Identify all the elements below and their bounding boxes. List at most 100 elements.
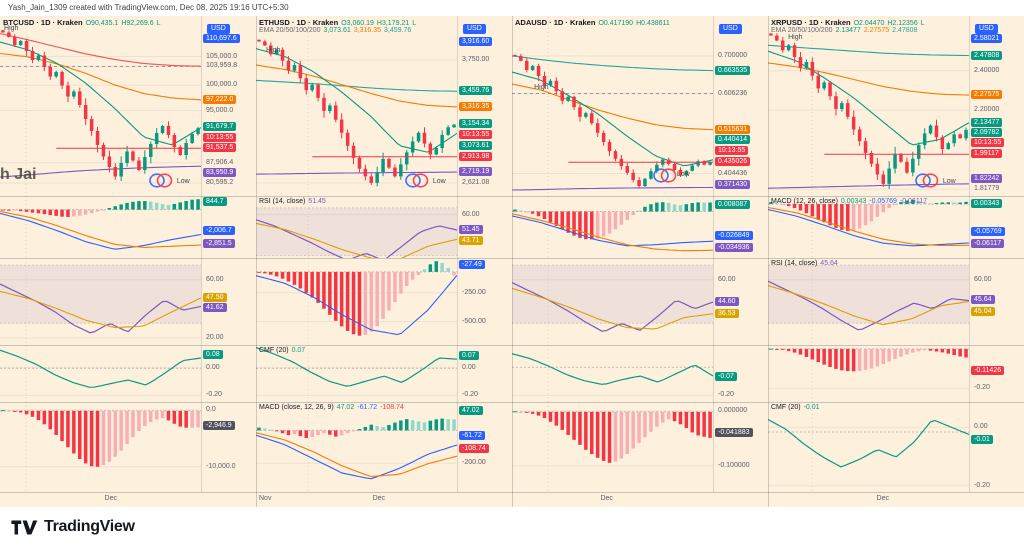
- currency-usd-badge[interactable]: USD: [975, 24, 998, 34]
- btcusd-indicator-pane-3[interactable]: [0, 345, 201, 402]
- axis-label: -0.07: [715, 371, 737, 381]
- pane-separator: [256, 492, 512, 493]
- pane-title: MACD (12, 26, close) 0.00343 -0.05769 -0.06…: [771, 198, 930, 205]
- axis-label: -0.11426: [971, 366, 1005, 376]
- axis-label: 0.663535: [715, 65, 751, 75]
- symbol-title[interactable]: BTCUSD · 1D · Kraken: [3, 18, 83, 27]
- currency-usd-badge[interactable]: USD: [463, 24, 486, 34]
- axis-label: -250.00: [462, 288, 486, 296]
- axis-label: 3,459.76: [459, 86, 493, 96]
- symbol-title[interactable]: ETHUSD · 1D · Kraken: [259, 18, 339, 27]
- axis-label: 60.00: [718, 275, 736, 283]
- currency-usd-badge[interactable]: USD: [207, 24, 230, 34]
- time-axis-label[interactable]: Dec: [600, 495, 613, 502]
- pane-separator: [512, 402, 768, 403]
- ema-legend-label[interactable]: EMA 20/50/100/200: [259, 27, 321, 34]
- axis-label: 10:13:55: [459, 130, 493, 140]
- pane-separator: [0, 196, 256, 197]
- low-marker-label: Low: [942, 178, 956, 185]
- ethusd-indicator-pane-3[interactable]: [256, 345, 457, 402]
- axis-label: -27.49: [459, 259, 485, 269]
- time-axis-label[interactable]: Dec: [876, 495, 889, 502]
- axis-label: 20.00: [206, 334, 224, 342]
- time-axis-label[interactable]: Dec: [372, 495, 386, 502]
- axis-label: 1.82242: [971, 173, 1003, 183]
- tradingview-logo-icon[interactable]: [10, 519, 38, 536]
- axis-label: 87,906.4: [206, 158, 234, 166]
- adausd-price-plot[interactable]: [512, 16, 713, 196]
- pane-separator: [0, 258, 256, 259]
- pane-separator: [256, 196, 512, 197]
- axis-label: 2,719.19: [459, 167, 493, 177]
- xrpusd-price-plot[interactable]: [768, 16, 969, 196]
- axis-label: 1.99117: [971, 149, 1002, 159]
- pane-separator: [0, 492, 256, 493]
- axis-label: -108.74: [459, 443, 489, 453]
- xrpusd-indicator-pane-3[interactable]: [768, 345, 969, 402]
- column-divider: [768, 16, 769, 507]
- pane-separator: [768, 258, 1024, 259]
- time-axis-label[interactable]: Dec: [104, 495, 117, 502]
- pane-title-part: -0.05769: [869, 198, 897, 205]
- axis-label: -2,946.9: [203, 421, 235, 431]
- adausd-indicator-pane-4[interactable]: [512, 402, 713, 492]
- axis-label: 80,595.2: [206, 179, 234, 187]
- axis-label: 0.371430: [715, 180, 751, 190]
- axis-label: -0.20: [974, 481, 990, 489]
- pane-title-part: -0.06117: [899, 198, 927, 205]
- axis-label: 51.45: [459, 225, 483, 235]
- btcusd-legend: BTCUSD · 1D · Kraken O90,435.1 H92,269.6 L: [3, 18, 164, 27]
- axis-label: -0.05769: [971, 226, 1005, 236]
- pane-title-part: 51.45: [308, 198, 326, 205]
- symbol-title[interactable]: XRPUSD · 1D · Kraken: [771, 18, 851, 27]
- axis-label: 60.00: [974, 275, 992, 283]
- high-marker-label: High: [788, 34, 803, 41]
- adausd-indicator-pane-2[interactable]: [512, 258, 713, 345]
- axis-label: 2.40000: [974, 66, 1000, 74]
- pane-title: RSI (14, close) 45.64: [771, 260, 841, 267]
- username-watermark: h Jai: [0, 166, 37, 183]
- axis-label: 95,000.0: [206, 106, 234, 114]
- price-axis-border: [969, 16, 970, 492]
- low-marker-label: Low: [176, 178, 190, 185]
- ethusd-price-plot[interactable]: [256, 16, 457, 196]
- btcusd-indicator-pane-2[interactable]: [0, 258, 201, 345]
- ethusd-indicator-pane-4[interactable]: [256, 402, 457, 492]
- axis-label: 2.09782: [971, 127, 1003, 137]
- ohlc-value: H0.438611: [636, 20, 670, 27]
- charts-grid: 844.7 -2,006.7 -2,851.5 60.00 47.50 41.62 20.0…: [0, 16, 1024, 507]
- axis-label: 2,621.08: [462, 178, 490, 186]
- price-axis-border: [713, 16, 714, 492]
- adausd-indicator-pane-3[interactable]: [512, 345, 713, 402]
- xrpusd-indicator-pane-4[interactable]: [768, 402, 969, 492]
- pane-title-part: 0.00343: [840, 198, 867, 205]
- axis-label: 43.71: [459, 235, 483, 245]
- axis-label: 97,222.0: [203, 94, 237, 104]
- ethusd-indicator-pane-2[interactable]: [256, 258, 457, 345]
- axis-label: 3,750.00: [462, 56, 490, 64]
- ema-value: 2.27575: [863, 27, 890, 34]
- ema-legend-label[interactable]: EMA 20/50/100/200: [771, 27, 833, 34]
- axis-label: -0.026849: [715, 230, 753, 240]
- btcusd-price-plot[interactable]: [0, 16, 201, 196]
- axis-label: -0.01: [971, 434, 993, 444]
- time-axis-label[interactable]: Nov: [259, 495, 272, 502]
- ethusd-indicator-pane-1[interactable]: [256, 196, 457, 258]
- tradingview-wordmark[interactable]: TradingView: [44, 518, 135, 535]
- btcusd-indicator-pane-1[interactable]: [0, 196, 201, 258]
- pane-separator: [768, 402, 1024, 403]
- currency-usd-badge[interactable]: USD: [719, 24, 742, 34]
- axis-label: 0.00: [974, 423, 988, 431]
- symbol-title[interactable]: ADAUSD · 1D · Kraken: [515, 18, 596, 27]
- pane-separator: [512, 492, 768, 493]
- xrpusd-indicator-pane-2[interactable]: [768, 258, 969, 345]
- xrpusd-indicator-pane-1[interactable]: [768, 196, 969, 258]
- pane-title-part: CMF (20): [259, 347, 289, 354]
- adausd-indicator-pane-1[interactable]: [512, 196, 713, 258]
- high-marker-label: High: [534, 83, 549, 91]
- axis-label: 110,697.6: [203, 34, 240, 44]
- xrpusd-ema-legend: EMA 20/50/100/200 2.13477 2.27575 2.47808: [771, 27, 920, 34]
- ohlc-value: L: [156, 20, 161, 27]
- btcusd-indicator-pane-4[interactable]: [0, 402, 201, 492]
